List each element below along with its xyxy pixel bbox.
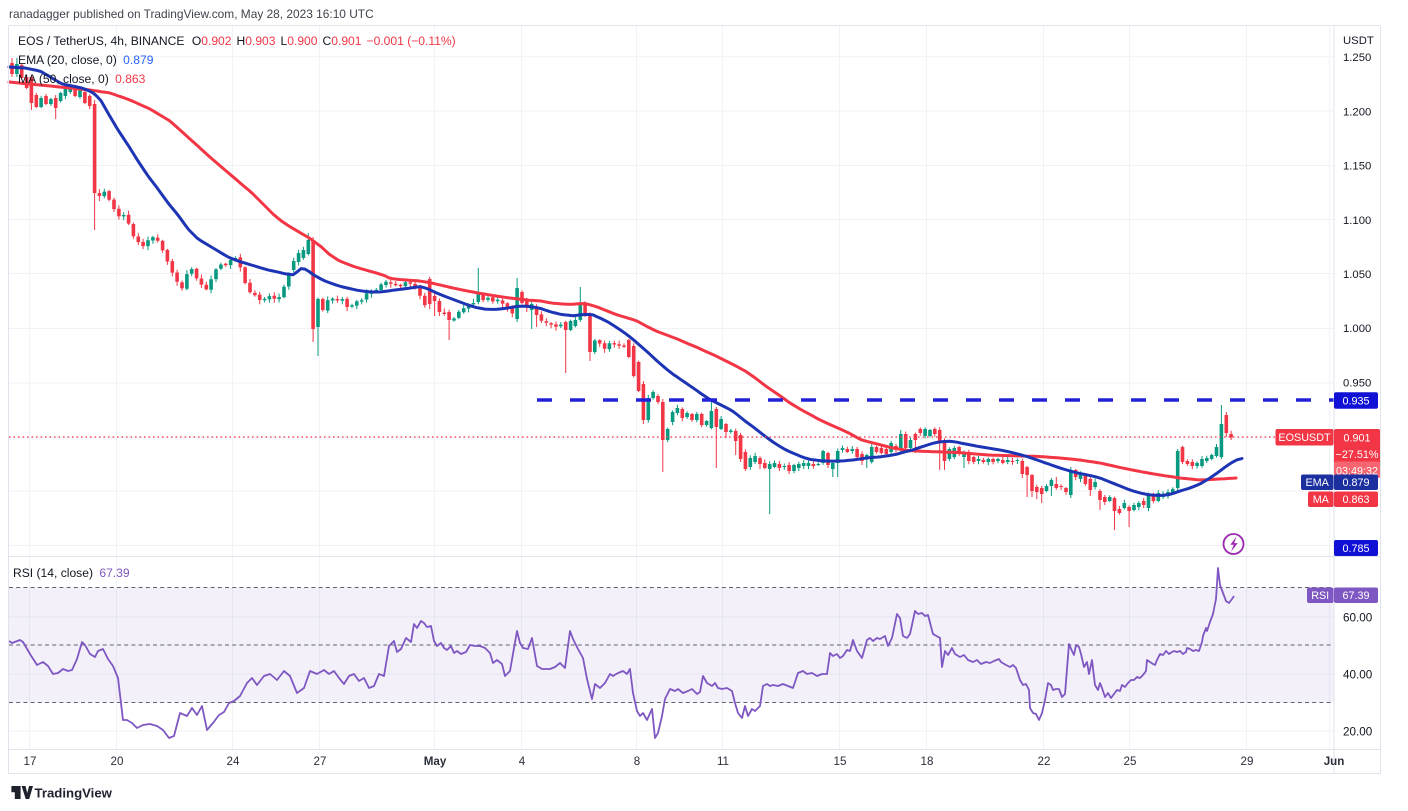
svg-text:15: 15	[834, 755, 847, 768]
svg-text:0.901: 0.901	[1343, 433, 1370, 445]
svg-text:60.00: 60.00	[1343, 612, 1373, 625]
svg-text:EMA (20, close, 0) 0.879: EMA (20, close, 0) 0.879	[18, 53, 154, 67]
svg-text:24: 24	[227, 755, 240, 768]
svg-text:ranadagger published on Tradin: ranadagger published on TradingView.com,…	[9, 7, 374, 21]
svg-text:22: 22	[1038, 755, 1051, 768]
svg-text:1.000: 1.000	[1343, 323, 1371, 335]
svg-text:−27.51%: −27.51%	[1336, 449, 1379, 461]
svg-text:TradingView: TradingView	[35, 786, 113, 801]
svg-text:MA (50, close, 0) 0.863: MA (50, close, 0) 0.863	[18, 72, 146, 86]
svg-text:17: 17	[24, 755, 37, 768]
svg-text:11: 11	[717, 755, 729, 768]
svg-text:USDT: USDT	[1343, 35, 1374, 47]
svg-text:20.00: 20.00	[1343, 726, 1373, 739]
svg-text:EMA: EMA	[1305, 477, 1329, 489]
svg-text:0.935: 0.935	[1342, 396, 1369, 408]
svg-text:EOS / TetherUS, 4h, BINANCE O0: EOS / TetherUS, 4h, BINANCE O0.902 H0.903…	[18, 34, 456, 48]
svg-text:1.200: 1.200	[1343, 106, 1371, 118]
svg-text:27: 27	[314, 755, 327, 768]
svg-text:May: May	[424, 755, 447, 768]
svg-text:1.100: 1.100	[1343, 215, 1371, 227]
svg-text:1.050: 1.050	[1343, 269, 1371, 281]
svg-text:Jun: Jun	[1324, 755, 1345, 768]
svg-text:67.39: 67.39	[1342, 590, 1369, 602]
svg-text:18: 18	[921, 755, 934, 768]
svg-text:8: 8	[634, 755, 640, 768]
svg-text:0.863: 0.863	[1342, 494, 1369, 506]
svg-text:29: 29	[1241, 755, 1254, 768]
svg-text:4: 4	[519, 755, 526, 768]
svg-text:RSI: RSI	[1311, 590, 1329, 602]
svg-text:25: 25	[1124, 755, 1137, 768]
svg-text:0.950: 0.950	[1343, 377, 1371, 389]
svg-text:1.150: 1.150	[1343, 161, 1371, 173]
svg-text:1.250: 1.250	[1343, 52, 1371, 64]
svg-text:0.879: 0.879	[1342, 477, 1369, 489]
svg-text:0.785: 0.785	[1342, 543, 1369, 555]
svg-text:20: 20	[111, 755, 124, 768]
svg-text:EOSUSDT: EOSUSDT	[1278, 432, 1331, 444]
svg-text:40.00: 40.00	[1343, 669, 1373, 682]
svg-text:MA: MA	[1313, 494, 1330, 506]
svg-text:RSI (14, close) 67.39: RSI (14, close) 67.39	[13, 566, 130, 580]
